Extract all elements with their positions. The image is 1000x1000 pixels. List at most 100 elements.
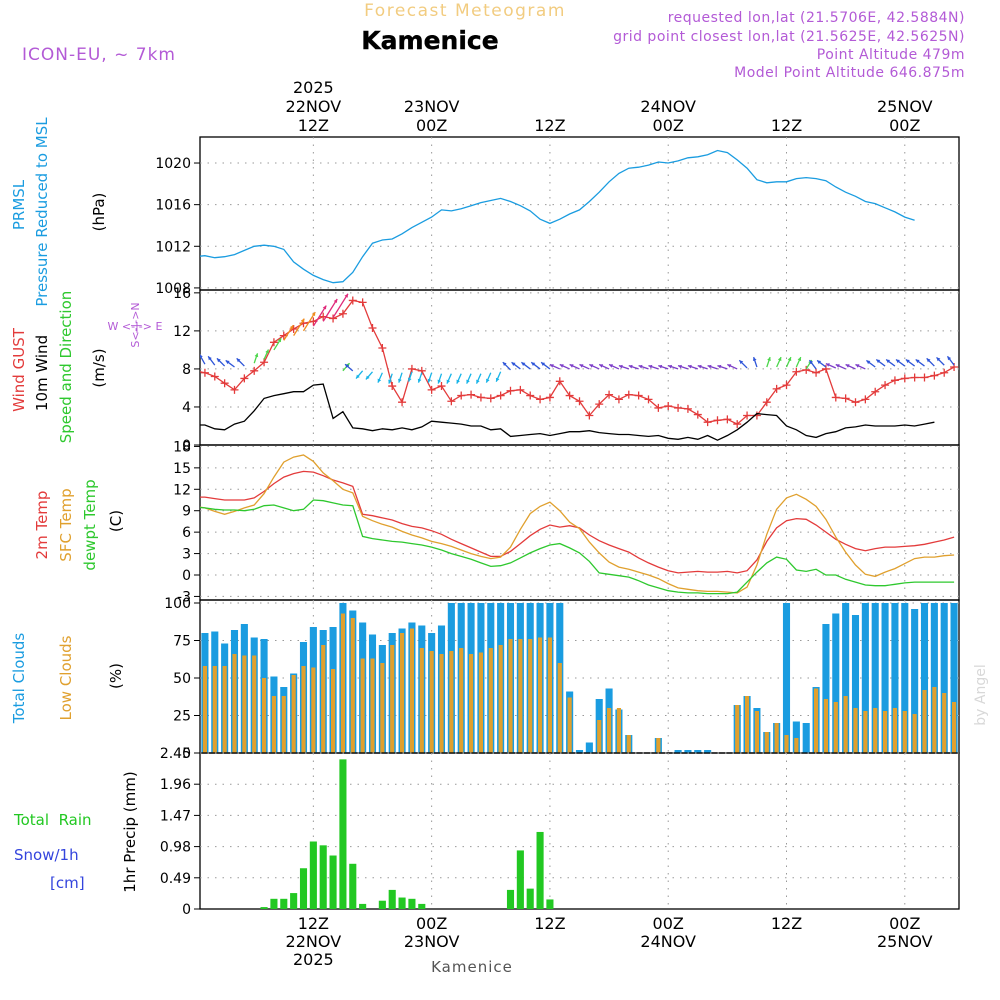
y-tick-label: 0 [182,746,191,762]
wind-vector-head [936,357,941,362]
gust-marker [812,368,821,377]
wind-vector-head [752,357,757,362]
bar-low-clouds [518,639,523,753]
bar-low-clouds [429,651,434,753]
wind-vector-head [388,379,392,384]
bar-low-clouds [902,711,907,753]
bar-total-clouds [802,723,810,753]
wind-vector [446,373,452,384]
gust-marker [693,410,702,419]
bar-low-clouds [202,666,207,753]
time-label: 12Z [534,914,565,933]
time-label: 25NOV [877,97,933,116]
wind-vector [648,364,659,370]
time-label: 00Z [653,116,684,135]
label-cm: [cm] [50,874,85,892]
gust-marker [713,416,722,425]
gust-marker [851,398,860,407]
bar-low-clouds [538,637,543,753]
bar-low-clouds [360,658,365,753]
gust-marker [230,385,239,394]
time-label: 12Z [771,116,802,135]
bar-low-clouds [853,708,858,753]
gust-marker [250,366,259,375]
wind-vector-head [668,364,673,369]
time-label: 12Z [534,116,565,135]
y-tick-label: 0 [182,568,191,584]
label-2m-temp: 2m Temp [33,491,51,560]
bar-total-rain [418,903,426,909]
wind-vector-shaft [312,305,327,327]
temperature-panel: -3 0 3 6 9 12 15 18 [173,439,960,605]
bar-total-rain [526,888,534,909]
wind-vector-head [727,364,732,368]
y-tick-label: 75 [173,634,191,650]
wind-vector-head [333,298,338,303]
wind-vector-head [236,358,241,363]
wind-vector [549,363,561,370]
wind-vector-head [658,364,663,369]
wind-vector [835,363,846,370]
gust-marker [427,385,436,394]
label-10m-wind: 10m Wind [33,335,51,411]
gust-marker [900,374,909,383]
y-tick-label: 0.49 [160,871,191,887]
bar-low-clouds [252,655,257,753]
wind-vector-head [476,379,480,384]
bar-low-clouds [794,738,799,753]
wind-vector [816,359,827,368]
bar-low-clouds [301,666,306,753]
bar-total-rain [398,897,406,909]
gust-marker [447,397,456,406]
wind-vector-head [895,359,900,364]
gust-marker [861,395,870,404]
wind-vector-head [618,364,623,369]
panel-frame [199,752,960,910]
wind-vector-head [466,379,470,384]
series-line-dewpt-temp [200,499,955,595]
credit: by Angel [973,664,989,725]
requested-coords: requested lon,lat (21.5706E, 42.5884N) [668,10,965,26]
wind-vector [466,373,472,384]
bar-low-clouds [597,720,602,753]
gust-marker [506,386,515,395]
wind-vector [589,363,600,370]
gust-marker [881,381,890,390]
y-tick-label: 1020 [155,156,191,172]
bar-total-clouds [920,603,929,753]
bar-low-clouds [340,613,345,753]
wind-vector-head [216,358,221,363]
label-total-clouds: Total Clouds [10,633,28,725]
gust-marker [516,385,525,394]
label-percent: (%) [107,663,125,689]
wind-vector-head [678,364,682,369]
wind-vector [322,298,338,322]
gust-marker [555,377,564,386]
bar-total-clouds [684,750,692,753]
bar-low-clouds [350,618,355,753]
series-line-sfc-temp [200,454,955,594]
wind-vector [926,357,935,367]
bar-low-clouds [508,639,513,753]
y-tick-label: 50 [173,671,191,687]
gust-marker [388,382,397,391]
y-tick-label: 1012 [155,239,191,255]
wind-vector [915,358,925,367]
gust-marker [644,395,653,404]
bar-low-clouds [892,708,897,753]
wind-vector-head [427,378,432,383]
wind-vector-head [797,357,802,362]
gust-marker [703,418,712,427]
bar-total-rain [349,863,357,909]
label-dewpt-temp: dewpt Temp [81,479,99,570]
wind-vector-head [265,349,269,354]
wind-vector-head [254,353,259,358]
wind-vector [687,364,698,370]
wind-vector [365,371,373,380]
wind-vector-head [456,379,460,384]
wind-vector-head [905,359,910,364]
wind-vector-head [277,338,282,343]
gust-marker [585,411,594,420]
bar-total-clouds [782,603,791,753]
gust-marker [575,397,584,406]
